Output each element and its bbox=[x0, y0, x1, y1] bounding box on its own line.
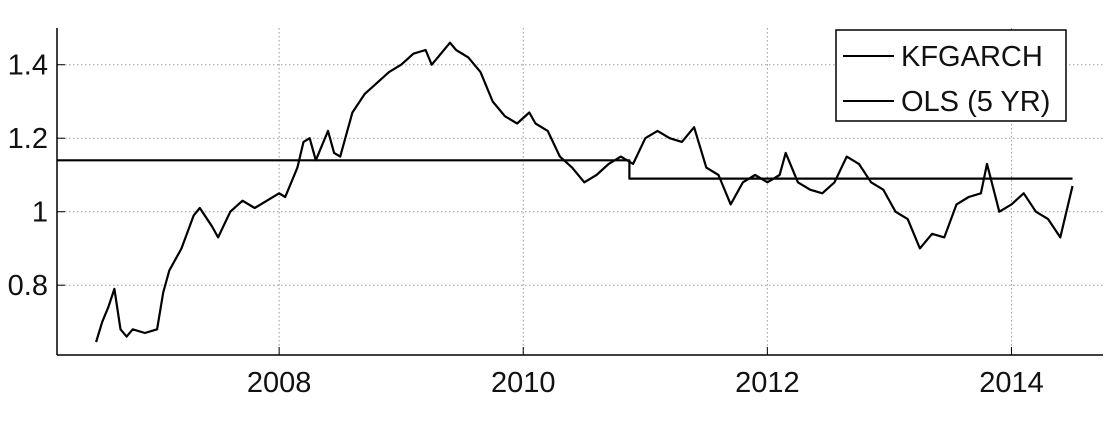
y-tick-label: 1 bbox=[32, 197, 48, 229]
x-tick-label: 2012 bbox=[735, 367, 800, 399]
x-tick-label: 2010 bbox=[491, 367, 556, 399]
data-series bbox=[57, 41, 1074, 343]
series-line-kfgarch bbox=[95, 41, 1074, 343]
series-line-ols bbox=[57, 159, 1073, 180]
legend-box bbox=[835, 29, 1067, 122]
x-tick-label: 2014 bbox=[979, 367, 1044, 399]
legend: KFGARCH OLS (5 YR) bbox=[835, 29, 1067, 122]
y-tick-label: 1.4 bbox=[8, 50, 48, 82]
axes bbox=[56, 28, 1103, 356]
legend-label-kfgarch: KFGARCH bbox=[901, 41, 1043, 73]
grid bbox=[57, 28, 1103, 355]
y-tick-label: 0.8 bbox=[8, 270, 48, 302]
y-tick-label: 1.2 bbox=[8, 123, 48, 155]
tick-labels: 2008 2010 2012 2014 0.8 1 1.2 1.4 bbox=[8, 50, 1044, 399]
legend-label-ols: OLS (5 YR) bbox=[901, 86, 1050, 118]
x-tick-label: 2008 bbox=[247, 367, 312, 399]
